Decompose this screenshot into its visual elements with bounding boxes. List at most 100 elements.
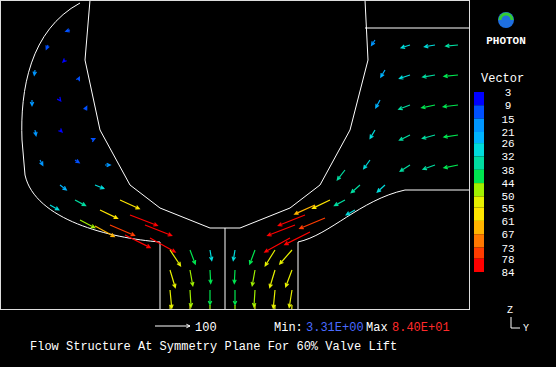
colorbar-swatch — [474, 221, 484, 234]
vector-field — [30, 29, 458, 310]
vector — [110, 225, 135, 236]
figure: PHOTONVector3915212632384450556167737884… — [0, 0, 556, 367]
vector — [400, 135, 411, 140]
vector — [63, 58, 67, 62]
vector — [251, 270, 255, 286]
max-text: Max — [366, 321, 388, 335]
colorbar-tick-label: 26 — [501, 138, 514, 150]
vector — [280, 250, 292, 264]
colorbar-swatch — [474, 208, 484, 221]
vector — [120, 200, 139, 209]
logo: PHOTON — [486, 12, 526, 47]
triad-label: Y — [523, 323, 529, 334]
port-wall-right — [298, 190, 470, 310]
colorbar-swatch — [474, 143, 484, 156]
vector — [422, 135, 435, 139]
vector — [34, 130, 37, 136]
axis-triad — [511, 317, 520, 328]
vector — [425, 44, 436, 47]
colorbar-title: Vector — [481, 72, 524, 86]
vector — [381, 70, 385, 77]
vector — [265, 238, 290, 252]
vector — [285, 270, 292, 287]
max-value: 8.40E+01 — [392, 321, 450, 335]
symmetry-line — [225, 228, 226, 310]
plot-frame — [1, 1, 470, 310]
vector — [57, 97, 61, 101]
vector — [130, 215, 157, 226]
vector — [50, 205, 59, 210]
vector — [46, 45, 49, 49]
vector — [190, 270, 194, 286]
vector — [75, 200, 86, 206]
logo-icon-swirl — [500, 14, 512, 20]
vector — [95, 185, 104, 189]
vector — [313, 200, 331, 208]
vector — [145, 225, 172, 236]
colorbar-tick-label: 67 — [501, 229, 514, 241]
vector — [400, 75, 411, 79]
colorbar-tick-label: 32 — [501, 151, 514, 163]
vector — [189, 290, 192, 307]
vector — [100, 210, 118, 218]
colorbar-tick-label: 61 — [501, 216, 515, 228]
vector — [444, 165, 458, 169]
vector — [233, 270, 236, 283]
background — [0, 0, 556, 367]
colorbar-tick-label: 55 — [501, 203, 514, 215]
port-wall-left — [22, 3, 160, 310]
vector — [346, 210, 355, 215]
colorbar-swatch — [474, 156, 484, 169]
vector — [444, 74, 458, 77]
valve-outline — [85, 0, 368, 228]
vector — [75, 159, 79, 162]
vector — [95, 226, 114, 237]
colorbar-tick-label: 38 — [501, 165, 514, 177]
vector — [278, 215, 305, 226]
vector — [252, 290, 255, 307]
port-wall-top — [365, 28, 470, 29]
vector — [444, 135, 458, 138]
vector — [423, 165, 435, 170]
vector — [208, 290, 211, 305]
vector — [422, 105, 435, 109]
vector — [337, 170, 345, 180]
vector — [91, 139, 95, 142]
vector — [232, 250, 235, 261]
vector — [76, 77, 79, 81]
vector — [66, 29, 70, 32]
vector — [209, 250, 212, 261]
vector — [40, 160, 43, 165]
vector — [288, 290, 292, 308]
vector — [351, 185, 360, 193]
colorbar-swatch — [474, 105, 484, 118]
colorbar-swatch — [474, 234, 484, 247]
colorbar-swatch — [474, 259, 484, 272]
vector — [446, 44, 458, 47]
min-text: Min: — [274, 321, 303, 335]
vector — [233, 290, 236, 305]
vector — [125, 235, 150, 248]
colorbar: Vector3915212632384450556167737884 — [474, 72, 524, 279]
vector — [170, 270, 176, 288]
colorbar-tick-label: 78 — [501, 254, 514, 266]
vector — [170, 250, 181, 266]
vector — [269, 270, 275, 288]
logo-icon — [498, 12, 514, 28]
vector — [105, 163, 110, 166]
vector — [84, 107, 87, 111]
colorbar-swatch — [474, 170, 484, 183]
colorbar-swatch — [474, 132, 484, 143]
vector — [364, 160, 370, 169]
colorbar-tick-label: 3 — [505, 87, 512, 99]
vector — [249, 250, 255, 264]
title: Flow Structure At Symmetry Plane For 60%… — [30, 340, 397, 354]
colorbar-tick-label: 9 — [505, 100, 512, 112]
vector — [400, 165, 410, 171]
colorbar-swatch — [474, 183, 484, 196]
vector — [372, 40, 376, 45]
vector — [335, 200, 346, 206]
vector — [209, 270, 212, 283]
colorbar-tick-label: 44 — [501, 178, 515, 190]
vector — [370, 130, 375, 138]
